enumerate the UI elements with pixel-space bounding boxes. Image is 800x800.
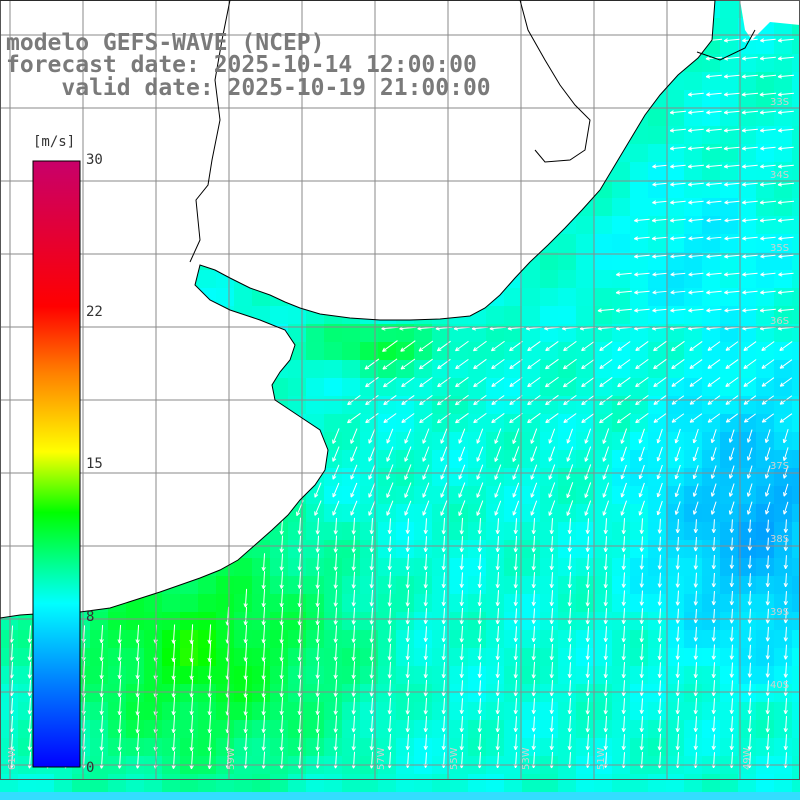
lat-label-36s: 36S <box>770 316 790 327</box>
colorbar-tick-30: 30 <box>86 152 103 168</box>
lon-label-59w: 59W <box>226 747 237 770</box>
lon-label-57w: 57W <box>376 747 387 770</box>
colorbar-unit: [m/s] <box>33 134 76 150</box>
forecast-date: forecast date: 2025-10-14 12:00:00 <box>6 52 477 78</box>
valid-date: valid date: 2025-10-19 21:00:00 <box>6 75 491 101</box>
lat-label-34s: 34S <box>770 170 790 181</box>
lat-label-35s: 35S <box>770 243 790 254</box>
lon-label-51w: 51W <box>596 747 607 770</box>
wind-direction-arrows <box>9 38 795 770</box>
lon-label-53w: 53W <box>521 747 532 770</box>
colorbar <box>32 160 81 768</box>
colorbar-tick-22: 22 <box>86 304 103 320</box>
model-title: modelo GEFS-WAVE (NCEP) <box>6 30 325 56</box>
lat-label-33s: 33S <box>770 97 790 108</box>
lat-label-37s: 37S <box>770 461 790 472</box>
colorbar-tick-15: 15 <box>86 456 103 472</box>
lon-label-61w: 61W <box>7 747 18 770</box>
coastline <box>0 0 756 619</box>
colorbar-tick-0: 0 <box>86 760 95 776</box>
lat-label-38s: 38S <box>770 534 790 545</box>
lon-label-55w: 55W <box>449 747 460 770</box>
lat-lon-grid <box>0 0 800 780</box>
colorbar-tick-8: 8 <box>86 609 95 625</box>
lon-label-49w: 49W <box>742 747 753 770</box>
lat-label-40s: 40S <box>770 680 790 691</box>
lat-label-39s: 39S <box>770 607 790 618</box>
